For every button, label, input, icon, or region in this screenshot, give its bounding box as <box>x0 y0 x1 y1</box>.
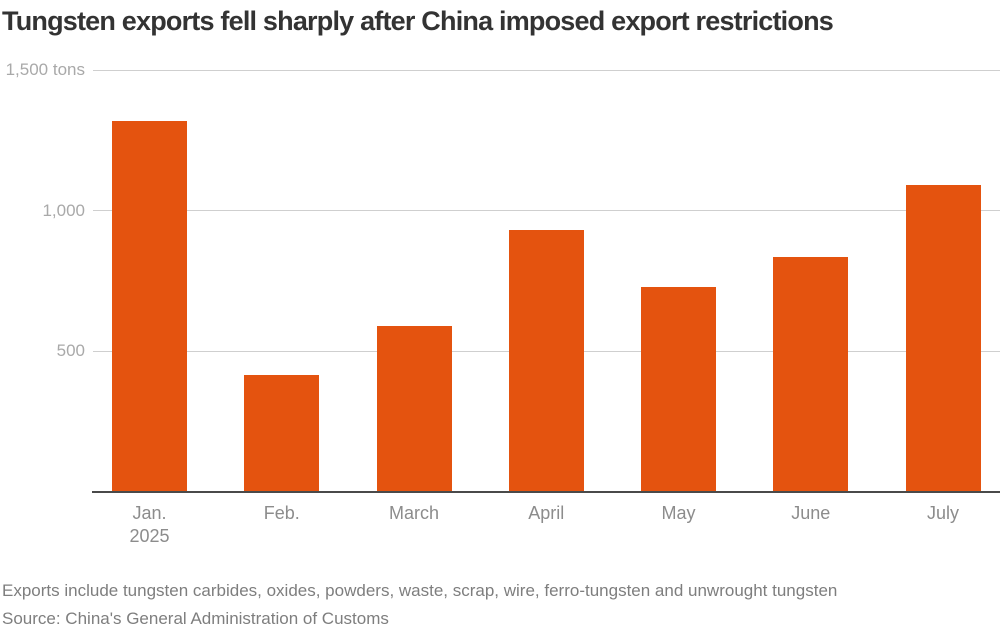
bar <box>112 120 187 492</box>
y-axis-tick-label: 1,500 tons <box>5 60 85 79</box>
x-axis-category-label-line: 2025 <box>129 526 170 546</box>
x-axis-category-label: May <box>614 502 744 525</box>
bar <box>773 257 849 492</box>
x-axis-category-label-line: June <box>791 503 831 523</box>
x-axis-category-label-line: July <box>926 503 959 523</box>
x-axis-category-label: March <box>349 502 479 525</box>
x-axis-category-label-line: March <box>388 503 439 523</box>
x-axis-category-label: July <box>878 502 1000 525</box>
x-axis-category-label: Jan. 2025 <box>85 502 215 548</box>
y-axis-tick-label: 500 <box>56 341 85 361</box>
x-axis-category-label-line: May <box>661 503 696 523</box>
source-attribution: Source: China's General Administration o… <box>2 609 389 628</box>
gridline <box>93 69 1000 71</box>
x-axis-category-label: June <box>746 502 876 525</box>
bar <box>641 286 716 492</box>
x-axis-category-label: Feb. <box>217 502 347 525</box>
bar <box>244 375 320 492</box>
bar <box>905 185 981 492</box>
x-axis-category-label-line: April <box>528 503 565 523</box>
x-axis-category-label-line: Feb. <box>263 503 300 523</box>
chart-title: Tungsten exports fell sharply after Chin… <box>2 6 834 36</box>
footnote-text: Exports include tungsten carbides, oxide… <box>2 581 838 600</box>
bar <box>376 326 452 492</box>
x-axis-line <box>92 491 1000 493</box>
bar <box>508 230 584 492</box>
y-axis-tick-label: 1,000 <box>42 200 85 220</box>
x-axis-category-label: April <box>481 502 611 525</box>
x-axis-category-label-line: Jan. <box>132 503 167 523</box>
gridline <box>93 210 1000 212</box>
